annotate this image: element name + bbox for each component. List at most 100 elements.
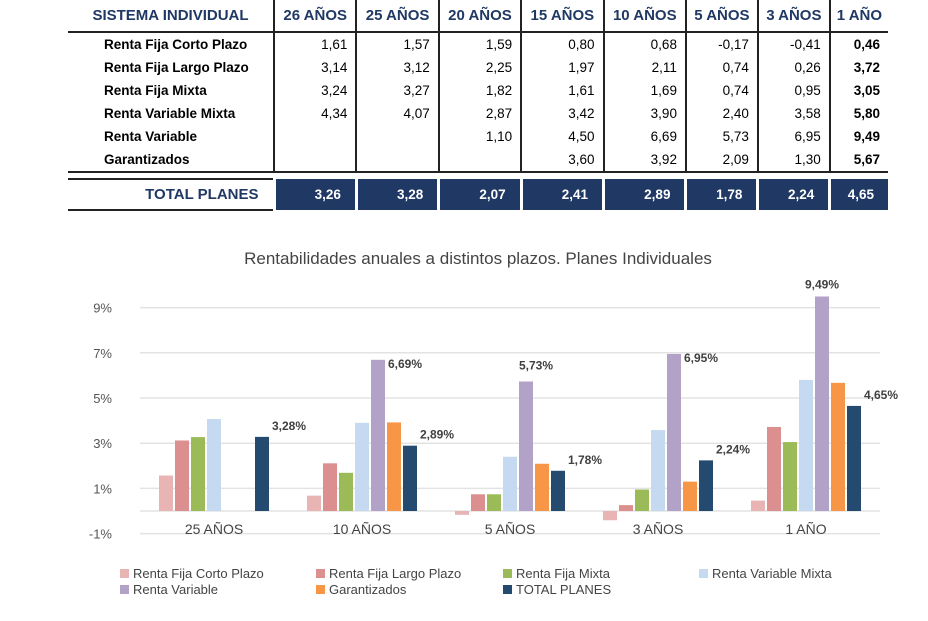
table-cell: 3,58 bbox=[756, 102, 830, 125]
bar bbox=[799, 379, 813, 511]
legend-label: Renta Fija Largo Plazo bbox=[329, 566, 462, 581]
table-cell: 0,46 bbox=[828, 32, 888, 56]
table-cell bbox=[272, 125, 357, 148]
total-cell: 1,78 bbox=[684, 179, 758, 210]
column-header: 10 AÑOS bbox=[602, 0, 686, 33]
table-cell: 2,87 bbox=[437, 102, 522, 125]
table-cell: 0,95 bbox=[756, 79, 830, 102]
x-tick-label: 1 AÑO bbox=[785, 521, 826, 537]
y-tick-label: 1% bbox=[93, 481, 112, 496]
bar bbox=[667, 353, 681, 511]
table-cell: 1,59 bbox=[437, 32, 522, 56]
bar bbox=[603, 511, 617, 521]
legend-swatch bbox=[503, 585, 512, 594]
bar bbox=[403, 445, 417, 511]
table-cell: 3,72 bbox=[828, 56, 888, 79]
table-cell: 1,82 bbox=[437, 79, 522, 102]
bar bbox=[619, 505, 633, 511]
legend-swatch bbox=[316, 585, 325, 594]
table-cell: -0,17 bbox=[684, 32, 758, 56]
legend-item: Renta Fija Largo Plazo bbox=[316, 566, 461, 581]
legend-swatch bbox=[503, 569, 512, 578]
y-tick-label: 7% bbox=[93, 346, 112, 361]
data-label: 6,69% bbox=[388, 357, 422, 371]
column-header: 15 AÑOS bbox=[520, 0, 604, 33]
table-cell: 0,74 bbox=[684, 79, 758, 102]
bar bbox=[307, 495, 321, 511]
table-cell: 1,97 bbox=[520, 56, 604, 79]
bar bbox=[751, 500, 765, 511]
column-header: 20 AÑOS bbox=[437, 0, 522, 33]
y-tick-label: -1% bbox=[89, 527, 113, 542]
table-cell: 3,90 bbox=[602, 102, 686, 125]
table-cell: 4,50 bbox=[520, 125, 604, 148]
column-header: 1 AÑO bbox=[828, 0, 888, 33]
legend-item: Renta Variable bbox=[120, 582, 218, 597]
legend-label: Renta Fija Corto Plazo bbox=[133, 566, 264, 581]
returns-table: SISTEMA INDIVIDUAL 26 AÑOS 25 AÑOS 20 AÑOS 1… bbox=[68, 0, 888, 211]
table-row: Renta Variable 1,10 4,50 6,69 5,73 6,95 9,49 bbox=[68, 125, 888, 148]
column-header: 26 AÑOS bbox=[272, 0, 357, 33]
x-tick-label: 5 AÑOS bbox=[485, 521, 536, 537]
bar bbox=[699, 460, 713, 511]
data-label: 5,73% bbox=[519, 359, 553, 373]
table-cell: 3,24 bbox=[272, 79, 357, 102]
table-cell: 5,67 bbox=[828, 148, 888, 173]
table-row: Renta Fija Corto Plazo 1,61 1,57 1,59 0,80 0,… bbox=[68, 32, 888, 56]
table-cell: 6,69 bbox=[602, 125, 686, 148]
bar bbox=[323, 463, 337, 511]
bar bbox=[551, 470, 565, 511]
table-title: SISTEMA INDIVIDUAL bbox=[68, 0, 274, 33]
legend-item: Garantizados bbox=[316, 582, 406, 597]
table-cell: 3,92 bbox=[602, 148, 686, 173]
table-cell: 2,11 bbox=[602, 56, 686, 79]
bar bbox=[191, 437, 205, 511]
table-cell: 1,57 bbox=[355, 32, 439, 56]
bar bbox=[455, 511, 469, 515]
table-cell: 3,05 bbox=[828, 79, 888, 102]
table-cell: 4,34 bbox=[272, 102, 357, 125]
table-cell bbox=[355, 148, 439, 173]
table-cell: 0,68 bbox=[602, 32, 686, 56]
bar bbox=[387, 422, 401, 511]
table-row: Renta Variable Mixta 4,34 4,07 2,87 3,42 3,90… bbox=[68, 102, 888, 125]
table-cell: 1,61 bbox=[272, 32, 357, 56]
bar bbox=[635, 489, 649, 511]
table-cell: 6,95 bbox=[756, 125, 830, 148]
legend-swatch bbox=[316, 569, 325, 578]
table-cell: -0,41 bbox=[756, 32, 830, 56]
row-label: Renta Fija Mixta bbox=[104, 83, 207, 98]
data-label: 2,89% bbox=[420, 428, 454, 442]
column-header: 5 AÑOS bbox=[684, 0, 758, 33]
bar bbox=[535, 463, 549, 511]
bar bbox=[371, 359, 385, 511]
bar bbox=[255, 436, 269, 511]
legend-item: Renta Fija Corto Plazo bbox=[120, 566, 264, 581]
chart-title: Rentabilidades anuales a distintos plazo… bbox=[244, 249, 712, 268]
bar bbox=[159, 475, 173, 511]
total-cell: 2,24 bbox=[756, 179, 830, 210]
table-cell: 0,26 bbox=[756, 56, 830, 79]
bar bbox=[683, 481, 697, 511]
column-header: 25 AÑOS bbox=[355, 0, 439, 33]
table-cell: 2,40 bbox=[684, 102, 758, 125]
table-cell: 3,27 bbox=[355, 79, 439, 102]
table-cell: 1,61 bbox=[520, 79, 604, 102]
legend-item: Renta Variable Mixta bbox=[699, 566, 832, 581]
bar bbox=[519, 381, 533, 511]
table-cell: 0,74 bbox=[684, 56, 758, 79]
data-label: 3,28% bbox=[272, 419, 306, 433]
y-tick-label: 5% bbox=[93, 391, 112, 406]
legend-item: TOTAL PLANES bbox=[503, 582, 611, 597]
row-label: Renta Variable Mixta bbox=[104, 106, 236, 121]
bar bbox=[783, 442, 797, 511]
bar bbox=[207, 419, 221, 511]
bar bbox=[471, 494, 485, 511]
x-tick-label: 25 AÑOS bbox=[185, 521, 243, 537]
data-label: 2,24% bbox=[716, 442, 750, 456]
legend-item: Renta Fija Mixta bbox=[503, 566, 610, 581]
legend-label: Renta Variable Mixta bbox=[712, 566, 832, 581]
total-cell: 3,28 bbox=[354, 179, 439, 210]
bar bbox=[847, 405, 861, 511]
total-row: TOTAL PLANES 3,26 3,28 2,07 2,41 2,89 1,78 2,24… bbox=[68, 178, 888, 211]
